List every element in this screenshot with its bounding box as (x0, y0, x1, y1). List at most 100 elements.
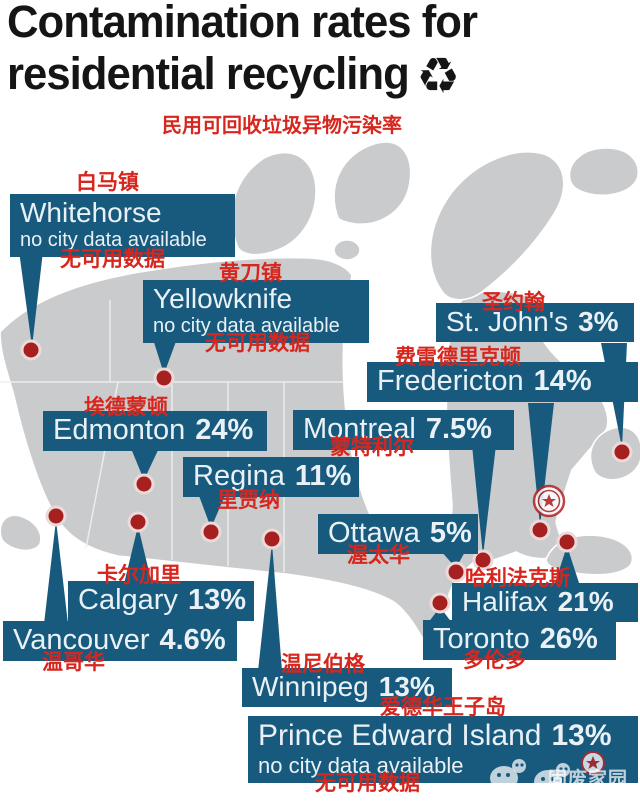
city-name: Whitehorse (20, 197, 162, 228)
label-montreal: Montreal 7.5% (293, 410, 514, 451)
city-note: no city data available (258, 752, 464, 778)
map-island-baffin (429, 151, 565, 301)
zh-label-whitehorse: 白马镇 (76, 171, 139, 194)
label-stjohns: St. John's 3% (436, 303, 634, 343)
city-name: Montreal (303, 413, 416, 445)
map-dot-whitehorse (20, 339, 42, 361)
star-stamp-icon (532, 484, 566, 518)
city-name: St. John's (446, 306, 569, 337)
pointer-yellowknife (152, 336, 178, 374)
city-rate: 13% (551, 719, 612, 752)
city-dots (20, 339, 633, 614)
label-calgary: Calgary 13% (68, 581, 254, 622)
zh-label-calgary: 卡尔加里 (97, 564, 181, 587)
zh-label-winnipeg: 温尼伯格 (281, 653, 365, 676)
label-fredericton: Fredericton 14% (367, 362, 638, 403)
map-island-mid-arctic (333, 141, 412, 225)
zh-label-fredericton: 费雷德里克顿 (395, 346, 521, 369)
pointer-toronto (428, 607, 452, 623)
page-title: Contamination rates for residential recy… (7, 0, 478, 105)
city-rate: 24% (195, 414, 254, 446)
map-island-northeast (568, 147, 639, 196)
watermark-brand: 固废家园 (548, 769, 629, 790)
label-yellowknife: Yellowknife no city data available (143, 280, 369, 343)
map-island-small (333, 239, 361, 261)
city-note: no city data available (153, 315, 340, 338)
zh-label-montreal: 蒙特利尔 (330, 436, 414, 459)
city-name: Winnipeg (252, 671, 369, 702)
pointer-fredericton (528, 403, 554, 526)
city-rate: 11% (294, 460, 352, 492)
pointer-regina (198, 493, 226, 528)
label-whitehorse: Whitehorse no city data available (10, 194, 235, 257)
city-name: Edmonton (53, 414, 186, 446)
map-dot-vancouver (45, 505, 67, 527)
city-rate: 26% (539, 623, 598, 655)
zh-note-pei: 无可用数据 (315, 772, 420, 795)
city-rate: 14% (533, 365, 592, 397)
star-badge-icon (581, 751, 605, 775)
city-name: Prince Edward Island (258, 719, 542, 752)
city-rate: 21% (557, 586, 614, 617)
city-name: Vancouver (13, 624, 150, 656)
city-name: Halifax (462, 586, 548, 617)
label-halifax: Halifax 21% (452, 583, 638, 623)
title-line1: Contamination rates for (7, 0, 478, 47)
pointer-winnipeg (258, 543, 282, 671)
label-winnipeg: Winnipeg 13% (242, 668, 452, 708)
city-name: Calgary (78, 584, 178, 616)
label-toronto: Toronto 26% (423, 620, 616, 661)
map-island-west-arctic (231, 151, 317, 256)
city-rate: 5% (429, 517, 472, 549)
city-name: Yellowknife (153, 283, 293, 314)
zh-label-toronto: 多伦多 (463, 649, 526, 672)
city-rate: 13% (187, 584, 246, 616)
map-dot-yellowknife (153, 367, 175, 389)
pointer-vancouver (44, 520, 68, 624)
label-ottawa: Ottawa 5% (318, 514, 478, 555)
map-dot-fredericton (529, 519, 551, 541)
zh-note-whitehorse: 无可用数据 (60, 248, 165, 271)
wechat-icon (534, 763, 570, 799)
map-dot-regina (200, 521, 222, 543)
map-dot-edmonton (133, 473, 155, 495)
zh-label-vancouver: 温哥华 (42, 651, 105, 674)
subtitle-chinese: 民用可回收垃圾异物污染率 (162, 115, 402, 137)
city-name: Regina (193, 460, 285, 492)
map-dot-montreal (472, 549, 494, 571)
map-dot-halifax (556, 531, 578, 553)
map-dot-calgary (127, 511, 149, 533)
recycle-icon: ♻ (416, 47, 460, 105)
pointer-montreal (472, 445, 496, 556)
map-dot-stjohns (611, 441, 633, 463)
map-island-vancouver (0, 514, 42, 552)
title-line2: residential recycling (7, 48, 410, 99)
city-rate: 3% (578, 306, 619, 337)
city-name: Fredericton (377, 365, 524, 397)
pointer-edmonton (130, 446, 160, 480)
watermark (490, 751, 605, 799)
zh-label-stjohns: 圣约翰 (482, 291, 545, 314)
zh-label-pei: 爱德华王子岛 (380, 696, 506, 719)
pointer-ottawa (440, 550, 466, 568)
map-dot-ottawa (445, 561, 467, 583)
city-rate: 7.5% (425, 413, 492, 445)
zh-label-edmonton: 埃德蒙顿 (84, 396, 168, 419)
pointer-whitehorse (19, 251, 43, 347)
pointer-calgary (124, 526, 152, 584)
label-prince-edward-island: Prince Edward Island 13% no city data ava… (248, 716, 638, 784)
map-dot-toronto (429, 592, 451, 614)
zh-label-ottawa: 渥太华 (347, 544, 410, 567)
map-dot-winnipeg (261, 528, 283, 550)
label-vancouver: Vancouver 4.6% (3, 621, 237, 662)
city-rate: 4.6% (159, 624, 226, 656)
zh-note-yellowknife: 无可用数据 (205, 332, 310, 355)
city-note: no city data available (20, 229, 207, 252)
pointer-halifax (554, 546, 580, 586)
zh-label-halifax: 哈利法克斯 (465, 567, 570, 590)
wechat-icon (490, 759, 526, 795)
zh-label-yellowknife: 黄刀镇 (219, 262, 282, 285)
label-edmonton: Edmonton 24% (43, 411, 267, 452)
